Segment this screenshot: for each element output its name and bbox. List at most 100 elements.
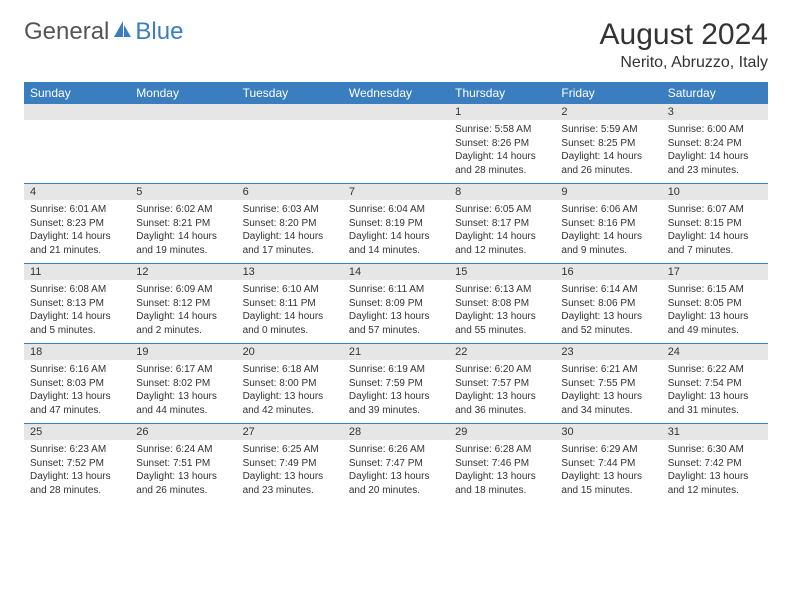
day-d1: Daylight: 13 hours [668,390,762,404]
day-d1: Daylight: 14 hours [455,150,549,164]
day-d1: Daylight: 13 hours [243,470,337,484]
day-body: Sunrise: 6:25 AMSunset: 7:49 PMDaylight:… [237,440,343,503]
calendar-day-cell: 25Sunrise: 6:23 AMSunset: 7:52 PMDayligh… [24,424,130,504]
day-d2: and 26 minutes. [561,164,655,178]
day-body: Sunrise: 6:11 AMSunset: 8:09 PMDaylight:… [343,280,449,343]
weekday-header: Saturday [662,82,768,104]
day-d2: and 55 minutes. [455,324,549,338]
day-number: 23 [555,344,661,360]
calendar-week-row: 11Sunrise: 6:08 AMSunset: 8:13 PMDayligh… [24,264,768,344]
day-body: Sunrise: 6:04 AMSunset: 8:19 PMDaylight:… [343,200,449,263]
day-body: Sunrise: 6:28 AMSunset: 7:46 PMDaylight:… [449,440,555,503]
day-d2: and 26 minutes. [136,484,230,498]
day-sr: Sunrise: 6:05 AM [455,203,549,217]
day-d2: and 0 minutes. [243,324,337,338]
day-ss: Sunset: 7:51 PM [136,457,230,471]
day-d2: and 7 minutes. [668,244,762,258]
day-ss: Sunset: 8:08 PM [455,297,549,311]
calendar-day-cell: 6Sunrise: 6:03 AMSunset: 8:20 PMDaylight… [237,184,343,264]
day-d2: and 28 minutes. [30,484,124,498]
day-d2: and 23 minutes. [668,164,762,178]
day-sr: Sunrise: 6:26 AM [349,443,443,457]
day-ss: Sunset: 7:55 PM [561,377,655,391]
day-sr: Sunrise: 6:10 AM [243,283,337,297]
day-number: 9 [555,184,661,200]
calendar-day-cell: 29Sunrise: 6:28 AMSunset: 7:46 PMDayligh… [449,424,555,504]
day-d2: and 9 minutes. [561,244,655,258]
day-number: 6 [237,184,343,200]
calendar-day-cell: 5Sunrise: 6:02 AMSunset: 8:21 PMDaylight… [130,184,236,264]
day-number [130,104,236,120]
day-d2: and 2 minutes. [136,324,230,338]
day-sr: Sunrise: 6:01 AM [30,203,124,217]
day-number: 26 [130,424,236,440]
sail-icon [111,19,133,46]
day-number [24,104,130,120]
day-ss: Sunset: 7:46 PM [455,457,549,471]
weekday-header: Sunday [24,82,130,104]
day-body [130,120,236,176]
calendar-week-row: 18Sunrise: 6:16 AMSunset: 8:03 PMDayligh… [24,344,768,424]
calendar-day-cell: 23Sunrise: 6:21 AMSunset: 7:55 PMDayligh… [555,344,661,424]
day-d2: and 14 minutes. [349,244,443,258]
calendar-day-cell: 16Sunrise: 6:14 AMSunset: 8:06 PMDayligh… [555,264,661,344]
calendar-day-cell: 21Sunrise: 6:19 AMSunset: 7:59 PMDayligh… [343,344,449,424]
day-d2: and 12 minutes. [668,484,762,498]
day-sr: Sunrise: 6:29 AM [561,443,655,457]
day-body [24,120,130,176]
day-ss: Sunset: 8:06 PM [561,297,655,311]
day-ss: Sunset: 8:12 PM [136,297,230,311]
day-body: Sunrise: 6:26 AMSunset: 7:47 PMDaylight:… [343,440,449,503]
day-sr: Sunrise: 6:09 AM [136,283,230,297]
day-d2: and 44 minutes. [136,404,230,418]
day-sr: Sunrise: 5:59 AM [561,123,655,137]
calendar-day-cell: 18Sunrise: 6:16 AMSunset: 8:03 PMDayligh… [24,344,130,424]
brand-general: General [24,18,109,46]
day-d1: Daylight: 13 hours [136,390,230,404]
day-d1: Daylight: 14 hours [243,230,337,244]
day-sr: Sunrise: 6:16 AM [30,363,124,377]
day-number: 19 [130,344,236,360]
day-body: Sunrise: 5:59 AMSunset: 8:25 PMDaylight:… [555,120,661,183]
day-number: 25 [24,424,130,440]
weekday-header: Tuesday [237,82,343,104]
day-body: Sunrise: 6:03 AMSunset: 8:20 PMDaylight:… [237,200,343,263]
day-ss: Sunset: 8:19 PM [349,217,443,231]
day-d2: and 34 minutes. [561,404,655,418]
day-number: 28 [343,424,449,440]
day-ss: Sunset: 8:23 PM [30,217,124,231]
day-sr: Sunrise: 6:13 AM [455,283,549,297]
calendar-day-cell: 22Sunrise: 6:20 AMSunset: 7:57 PMDayligh… [449,344,555,424]
day-sr: Sunrise: 6:11 AM [349,283,443,297]
day-ss: Sunset: 7:52 PM [30,457,124,471]
day-ss: Sunset: 7:57 PM [455,377,549,391]
day-number: 16 [555,264,661,280]
day-d1: Daylight: 13 hours [561,310,655,324]
day-number: 3 [662,104,768,120]
calendar-day-cell: 15Sunrise: 6:13 AMSunset: 8:08 PMDayligh… [449,264,555,344]
day-body: Sunrise: 6:30 AMSunset: 7:42 PMDaylight:… [662,440,768,503]
weekday-header-row: SundayMondayTuesdayWednesdayThursdayFrid… [24,82,768,104]
calendar-table: SundayMondayTuesdayWednesdayThursdayFrid… [24,82,768,503]
day-sr: Sunrise: 6:21 AM [561,363,655,377]
header: General Blue August 2024 Nerito, Abruzzo… [24,18,768,72]
day-body: Sunrise: 6:14 AMSunset: 8:06 PMDaylight:… [555,280,661,343]
day-body: Sunrise: 6:16 AMSunset: 8:03 PMDaylight:… [24,360,130,423]
weekday-header: Wednesday [343,82,449,104]
day-body: Sunrise: 6:22 AMSunset: 7:54 PMDaylight:… [662,360,768,423]
day-sr: Sunrise: 6:02 AM [136,203,230,217]
day-d2: and 39 minutes. [349,404,443,418]
calendar-day-cell: 19Sunrise: 6:17 AMSunset: 8:02 PMDayligh… [130,344,236,424]
day-sr: Sunrise: 6:18 AM [243,363,337,377]
day-d2: and 15 minutes. [561,484,655,498]
day-d2: and 19 minutes. [136,244,230,258]
day-ss: Sunset: 8:11 PM [243,297,337,311]
day-sr: Sunrise: 6:03 AM [243,203,337,217]
day-sr: Sunrise: 6:00 AM [668,123,762,137]
day-d2: and 5 minutes. [30,324,124,338]
calendar-day-cell: 13Sunrise: 6:10 AMSunset: 8:11 PMDayligh… [237,264,343,344]
day-number: 20 [237,344,343,360]
calendar-day-cell: 31Sunrise: 6:30 AMSunset: 7:42 PMDayligh… [662,424,768,504]
day-ss: Sunset: 7:59 PM [349,377,443,391]
day-number [343,104,449,120]
